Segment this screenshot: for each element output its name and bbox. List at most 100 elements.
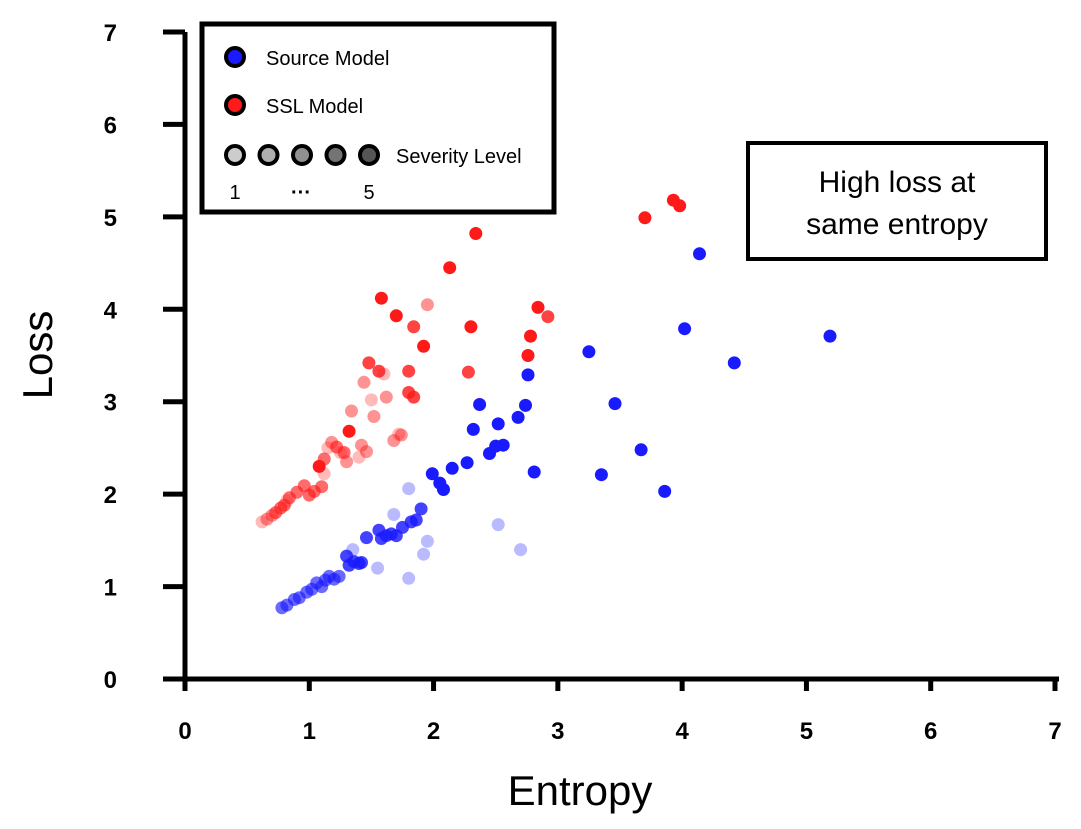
x-tick-label: 6 <box>924 718 937 745</box>
source-point <box>402 482 416 496</box>
ssl-point <box>374 291 388 305</box>
scatter-points <box>255 193 837 615</box>
legend-severity-max: 5 <box>363 182 374 204</box>
source-point <box>417 547 431 561</box>
legend-severity-marker <box>358 144 380 166</box>
ssl-point <box>417 339 431 353</box>
ssl-point <box>280 494 294 508</box>
source-point <box>387 508 401 521</box>
source-point <box>402 571 416 585</box>
source-point <box>727 356 741 370</box>
source-point <box>496 438 510 452</box>
source-point <box>823 329 837 343</box>
y-axis-title: Loss <box>14 311 61 400</box>
source-point <box>332 569 346 583</box>
x-tick-label: 4 <box>675 718 689 745</box>
source-point <box>594 468 608 482</box>
source-point <box>371 561 385 575</box>
legend-severity-marker <box>291 144 313 166</box>
ssl-point <box>342 424 356 438</box>
ssl-point <box>355 438 368 452</box>
ssl-point <box>402 364 416 378</box>
ssl-point <box>360 445 373 459</box>
source-point <box>514 543 528 557</box>
ssl-point <box>362 356 376 370</box>
source-point <box>511 410 525 424</box>
source-point <box>491 518 505 532</box>
ssl-point <box>541 310 555 324</box>
ssl-point <box>379 390 393 404</box>
source-point <box>473 398 487 411</box>
source-point <box>608 397 622 411</box>
ssl-point <box>387 434 401 447</box>
ssl-point <box>531 300 545 314</box>
legend-severity-min: 1 <box>229 182 240 204</box>
ssl-point <box>312 459 326 473</box>
ssl-point <box>315 480 329 494</box>
y-tick-label: 4 <box>104 297 118 324</box>
source-point <box>425 467 439 481</box>
x-tick-label: 7 <box>1048 718 1061 745</box>
ssl-point <box>337 446 351 459</box>
ssl-point <box>673 199 687 213</box>
ssl-point <box>392 427 406 441</box>
legend-ssl-marker <box>224 94 246 116</box>
source-point <box>634 443 648 457</box>
source-point <box>460 456 474 470</box>
x-tick-label: 5 <box>800 718 813 745</box>
source-point <box>346 543 360 557</box>
source-point <box>521 368 535 382</box>
ssl-point <box>372 364 386 378</box>
source-point <box>693 247 706 261</box>
source-point <box>678 322 692 336</box>
annotation-box: High loss at same entropy <box>746 141 1048 261</box>
y-tick-label: 0 <box>104 667 117 694</box>
source-point <box>420 534 434 548</box>
legend-severity-markers <box>224 144 380 166</box>
source-point <box>409 513 423 527</box>
source-point <box>466 422 480 436</box>
source-point <box>360 531 373 545</box>
x-tick-label: 0 <box>178 718 191 745</box>
ssl-point <box>357 375 371 389</box>
ssl-point <box>464 320 478 334</box>
legend-severity-marker <box>257 144 280 166</box>
source-point <box>414 502 428 516</box>
axis-ticks: 0 1 2 3 4 5 6 7 0 1 2 3 4 5 6 7 <box>104 20 1062 745</box>
source-point <box>437 483 450 496</box>
x-tick-label: 1 <box>303 718 316 745</box>
source-point <box>527 465 541 479</box>
ssl-point <box>340 455 354 469</box>
legend-source-label: Source Model <box>266 48 389 70</box>
legend: Source Model SSL Model Severity Level 1 … <box>199 21 557 215</box>
legend-severity-marker <box>224 144 246 166</box>
ssl-point <box>443 261 457 275</box>
annotation-line-1: High loss at <box>819 166 976 199</box>
ssl-point <box>389 309 403 323</box>
y-tick-label: 6 <box>104 112 117 139</box>
chart-axes <box>182 32 1059 682</box>
y-tick-label: 7 <box>104 20 117 47</box>
y-tick-label: 2 <box>104 482 117 509</box>
source-point <box>658 484 672 498</box>
source-point <box>519 398 532 412</box>
ssl-point <box>521 349 535 362</box>
source-point <box>445 461 459 475</box>
ssl-point <box>333 446 347 459</box>
legend-severity-label: Severity Level <box>396 146 522 168</box>
ssl-point <box>317 467 331 481</box>
x-axis-title: Entropy <box>508 767 653 814</box>
ssl-point <box>469 227 483 240</box>
ssl-point <box>461 365 475 379</box>
source-point <box>355 556 368 569</box>
source-point <box>582 345 596 359</box>
ssl-point <box>321 441 335 455</box>
legend-severity-ellipsis: ··· <box>291 182 311 204</box>
ssl-point <box>352 450 366 464</box>
ssl-point <box>524 329 537 343</box>
ssl-point <box>345 404 358 418</box>
x-tick-label: 2 <box>427 718 440 745</box>
ssl-point <box>407 320 421 334</box>
ssl-point <box>377 367 391 381</box>
